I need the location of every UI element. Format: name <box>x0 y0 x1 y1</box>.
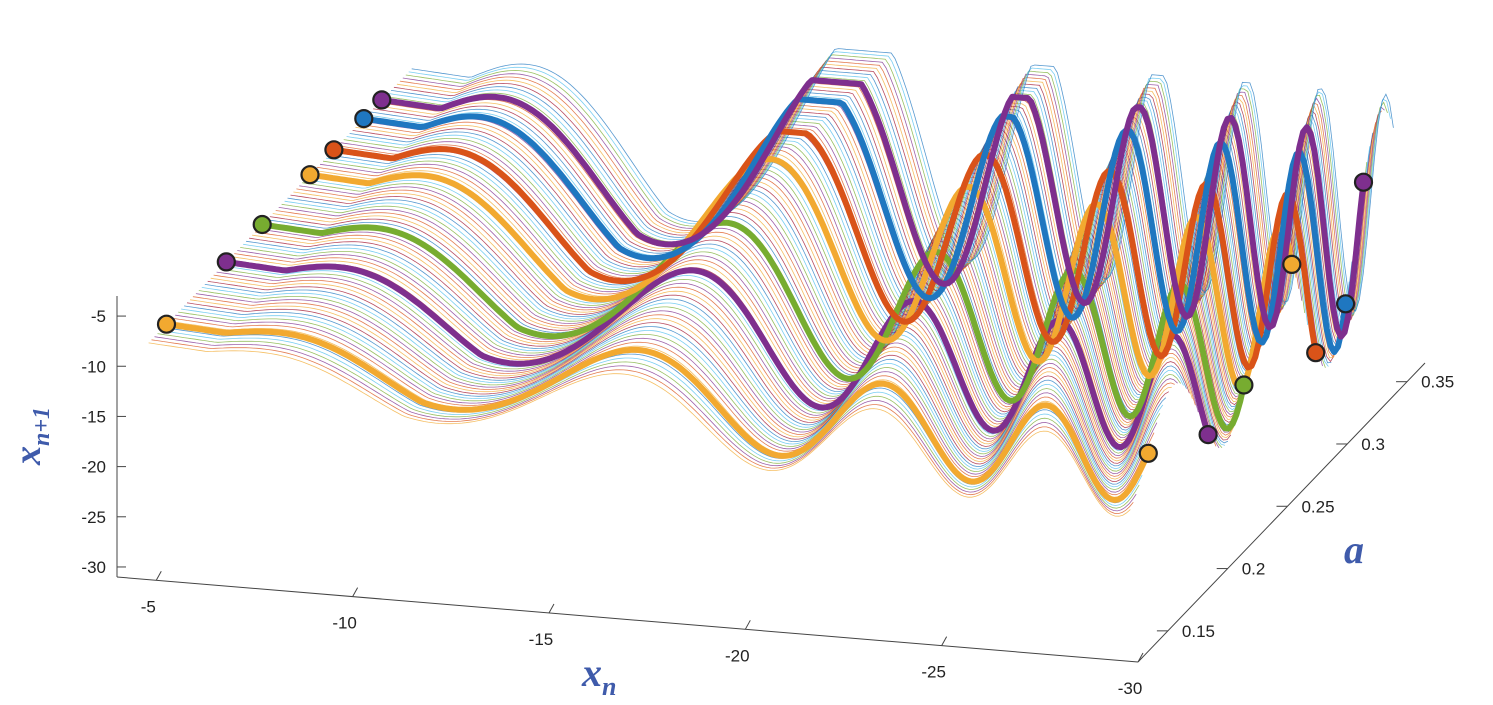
thin-curve <box>189 299 1172 480</box>
thin-curve <box>154 336 1137 512</box>
thin-curve <box>151 339 1134 515</box>
thin-curve <box>210 277 1193 462</box>
thin-curve <box>305 164 1288 393</box>
axes <box>116 296 1426 663</box>
thin-curve-layer <box>148 48 1394 517</box>
endpoint-marker <box>1335 294 1356 314</box>
y-tick-label: -30 <box>81 558 106 577</box>
thin-curve <box>293 180 1276 403</box>
ylabel-base: x <box>7 446 49 466</box>
thin-curve <box>302 168 1285 395</box>
y-tick-label: -10 <box>81 357 106 376</box>
endpoint-marker <box>1138 443 1158 463</box>
endpoint-marker <box>216 252 236 272</box>
a-tick-label: 0.35 <box>1421 373 1454 392</box>
tick-layer: -5 -10 -15 -20 -25 -30 -5 -10 -15 -20 -25 -30 0.15 0.… <box>81 307 1454 698</box>
thin-curve <box>299 172 1282 398</box>
y-tick-label: -25 <box>81 508 106 527</box>
thin-curve <box>269 212 1252 423</box>
zlabel: a <box>1344 527 1364 572</box>
thin-curve <box>160 330 1143 506</box>
thin-curve <box>408 51 1391 316</box>
thin-curve <box>192 296 1175 477</box>
x-tick-label: -15 <box>529 630 554 649</box>
thin-curve <box>195 293 1178 475</box>
thin-curve <box>287 188 1270 408</box>
highlight-curve-6 <box>381 77 1367 340</box>
thin-curve <box>175 314 1158 493</box>
endpoint-marker <box>372 90 392 110</box>
y-tick-label: -5 <box>91 307 106 326</box>
highlight-curve-4 <box>333 128 1319 371</box>
x-tick-label: -30 <box>1118 679 1143 698</box>
x-tick <box>155 571 162 581</box>
thin-curve <box>325 139 1309 375</box>
x-tick <box>941 636 948 646</box>
endpoint-marker <box>252 214 272 235</box>
thin-curve <box>402 57 1385 321</box>
endpoint-marker-layer <box>156 90 1374 463</box>
endpoint-marker <box>324 140 344 160</box>
highlight-curve-0 <box>166 321 1152 503</box>
ylabel-sub: n+1 <box>29 407 55 446</box>
a-tick-label: 0.25 <box>1301 497 1334 516</box>
thin-curve <box>296 176 1279 400</box>
thin-curve <box>290 184 1273 406</box>
endpoint-marker <box>1234 375 1254 395</box>
thin-curve <box>169 320 1152 498</box>
thin-curve <box>328 136 1311 373</box>
highlight-curve-5 <box>363 96 1349 355</box>
thin-curve <box>181 308 1164 488</box>
thin-curve <box>184 305 1167 485</box>
endpoint-marker <box>1282 254 1302 274</box>
a-tick-label: 0.15 <box>1182 622 1215 641</box>
thin-curve <box>157 333 1140 509</box>
x-tick-label: -5 <box>141 597 156 616</box>
thin-curve <box>322 142 1306 378</box>
highlight-curve-3 <box>309 156 1295 391</box>
x-tick-label: -10 <box>332 614 357 633</box>
x-tick-label: -20 <box>725 646 750 665</box>
y-tick-label: -20 <box>81 458 106 477</box>
thin-curve <box>178 311 1161 491</box>
a-tick-label: 0.3 <box>1361 435 1385 454</box>
x-tick <box>744 620 751 630</box>
xlabel-base: x <box>581 650 602 695</box>
thin-curve <box>396 63 1379 325</box>
a-tick-label: 0.2 <box>1242 560 1266 579</box>
endpoint-marker <box>1353 172 1374 192</box>
endpoint-marker <box>1306 343 1326 363</box>
x-axis-line <box>116 576 1139 663</box>
endpoint-marker <box>156 314 177 334</box>
thin-curve <box>319 145 1303 380</box>
thin-curve <box>317 149 1300 383</box>
xlabel-sub: n <box>602 672 616 701</box>
a-axis-line <box>1137 362 1426 663</box>
x-tick <box>548 603 555 614</box>
y-tick-label: -15 <box>81 407 106 426</box>
endpoint-marker <box>1198 425 1218 445</box>
x-tick <box>352 587 359 597</box>
thin-curve <box>186 302 1170 483</box>
xlabel: xn <box>581 650 616 701</box>
thin-curve <box>393 66 1377 327</box>
endpoint-marker <box>300 165 320 185</box>
ylabel: xn+1 <box>7 407 55 466</box>
thin-curve <box>148 342 1131 517</box>
endpoint-marker <box>354 108 374 129</box>
x-tick-label: -25 <box>921 663 946 682</box>
highlight-curve-layer <box>166 77 1367 503</box>
thin-curve <box>405 54 1388 316</box>
x-tick <box>1137 652 1144 663</box>
